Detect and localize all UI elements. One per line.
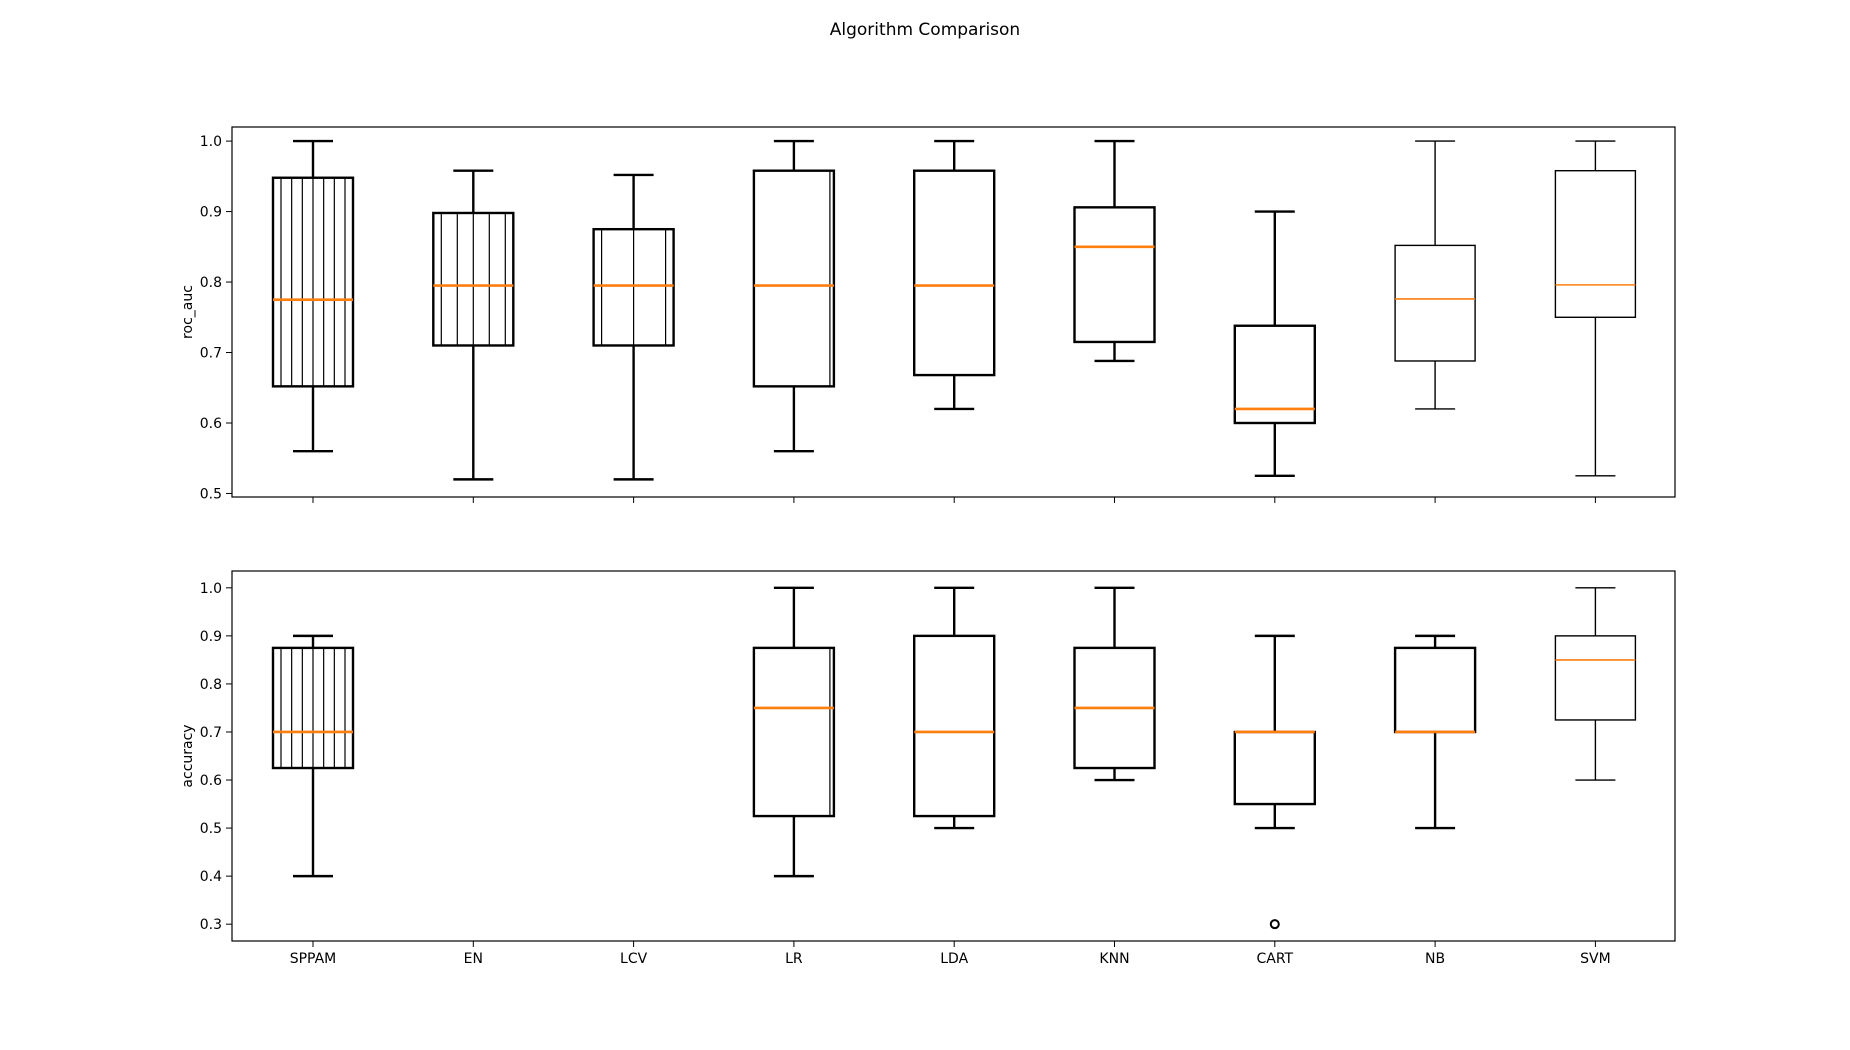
accuracy-ylabel: accuracy [180,724,196,787]
accuracy-ytick-label: 0.5 [200,821,222,837]
accuracy-box-knn [1073,586,1156,782]
accuracy-box-nb [1393,634,1477,830]
chart-title: Algorithm Comparison [830,20,1020,40]
roc-auc-ytick-label: 0.7 [200,346,222,362]
xtick-label-lda: LDA [940,951,968,967]
accuracy-ytick-label: 0.6 [200,773,222,789]
xtick-label-nb: NB [1425,951,1445,967]
xtick-label-lcv: LCV [620,951,648,967]
roc-auc-box-lcv [592,173,675,481]
roc-auc-box-cart [1233,210,1317,478]
xtick-label-knn: KNN [1099,951,1129,967]
accuracy-box-sppam [271,634,355,878]
roc-auc-ytick-label: 0.8 [200,275,222,291]
xtick-label-en: EN [464,951,483,967]
box-iqr [1554,169,1637,318]
roc-auc-ytick-label: 0.6 [200,416,222,432]
box-iqr [913,169,996,377]
xtick-label-sppam: SPPAM [290,951,337,967]
box-iqr [913,634,996,818]
roc-auc-box-svm [1554,140,1637,477]
accuracy-ytick-label: 0.7 [200,725,222,741]
roc-auc-box-sppam [271,139,355,453]
accuracy-ytick-label: 1.0 [200,581,222,597]
accuracy-panel: 0.3 0.4 0.5 0.6 0.7 0.8 0.9 1.0 accuracy SPPAM EN L… [180,570,1676,967]
accuracy-box-cart [1233,634,1317,930]
box-iqr [1394,244,1476,362]
xtick-label-cart: CART [1256,951,1293,967]
xtick-label-svm: SVM [1580,951,1611,967]
outlier-point [1269,919,1280,930]
roc-auc-box-lda [913,139,996,411]
accuracy-ytick-label: 0.8 [200,677,222,693]
accuracy-box-lda [913,586,996,830]
roc-auc-box-knn [1073,139,1156,363]
roc-auc-ytick-label: 0.5 [200,486,222,502]
box-iqr [1233,324,1317,425]
accuracy-box-svm [1554,587,1637,781]
roc-auc-ytick-label: 0.9 [200,205,222,221]
roc-auc-ytick-label: 1.0 [200,134,222,150]
roc-auc-panel: 0.5 0.6 0.7 0.8 0.9 1.0 roc_auc [180,126,1676,503]
box-iqr [752,169,836,388]
box-iqr [752,646,836,818]
box-iqr [1554,635,1637,721]
accuracy-box-lr [752,586,836,878]
box-iqr [1073,206,1156,344]
roc-auc-axes-frame [231,126,1676,498]
accuracy-ytick-label: 0.4 [200,869,222,885]
roc-auc-box-lr [752,139,836,453]
accuracy-ytick-label: 0.3 [200,917,222,933]
roc-auc-ylabel: roc_auc [180,285,196,339]
roc-auc-box-en [432,169,515,481]
roc-auc-box-nb [1394,140,1476,410]
accuracy-axes-frame [231,570,1676,942]
xtick-label-lr: LR [785,951,803,967]
accuracy-ytick-label: 0.9 [200,629,222,645]
